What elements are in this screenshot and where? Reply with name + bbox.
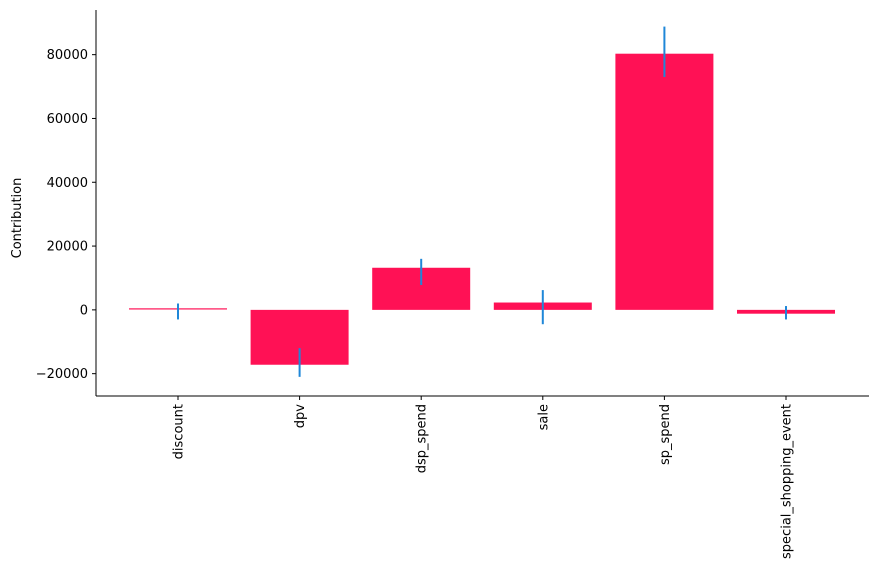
y-tick-label: 20000 [47, 240, 88, 255]
x-tick-label-sp_spend: sp_spend [658, 404, 673, 465]
x-tick-label-dsp_spend: dsp_spend [415, 404, 430, 473]
y-tick-label: 60000 [47, 112, 88, 127]
bars-layer [129, 53, 835, 365]
y-ticks-layer: −20000 0 20000 40000 60000 80000 [36, 48, 96, 382]
y-tick-label: 0 [80, 303, 88, 318]
x-tick-label-dpv: dpv [293, 404, 308, 429]
y-tick-label: −20000 [36, 367, 88, 382]
y-tick-label: 40000 [47, 176, 88, 191]
x-tick-label-sale: sale [536, 404, 551, 430]
error-bars-layer [177, 26, 787, 377]
x-ticks-layer: discount dpv dsp_spend sale sp_spend special_… [172, 396, 795, 559]
y-axis-label: Contribution [10, 178, 25, 259]
x-tick-label-special_shopping_event: special_shopping_event [780, 404, 795, 559]
y-tick-label: 80000 [47, 48, 88, 63]
bar-sp_spend [615, 53, 714, 310]
axes-layer [95, 10, 869, 397]
x-tick-label-discount: discount [172, 404, 187, 459]
